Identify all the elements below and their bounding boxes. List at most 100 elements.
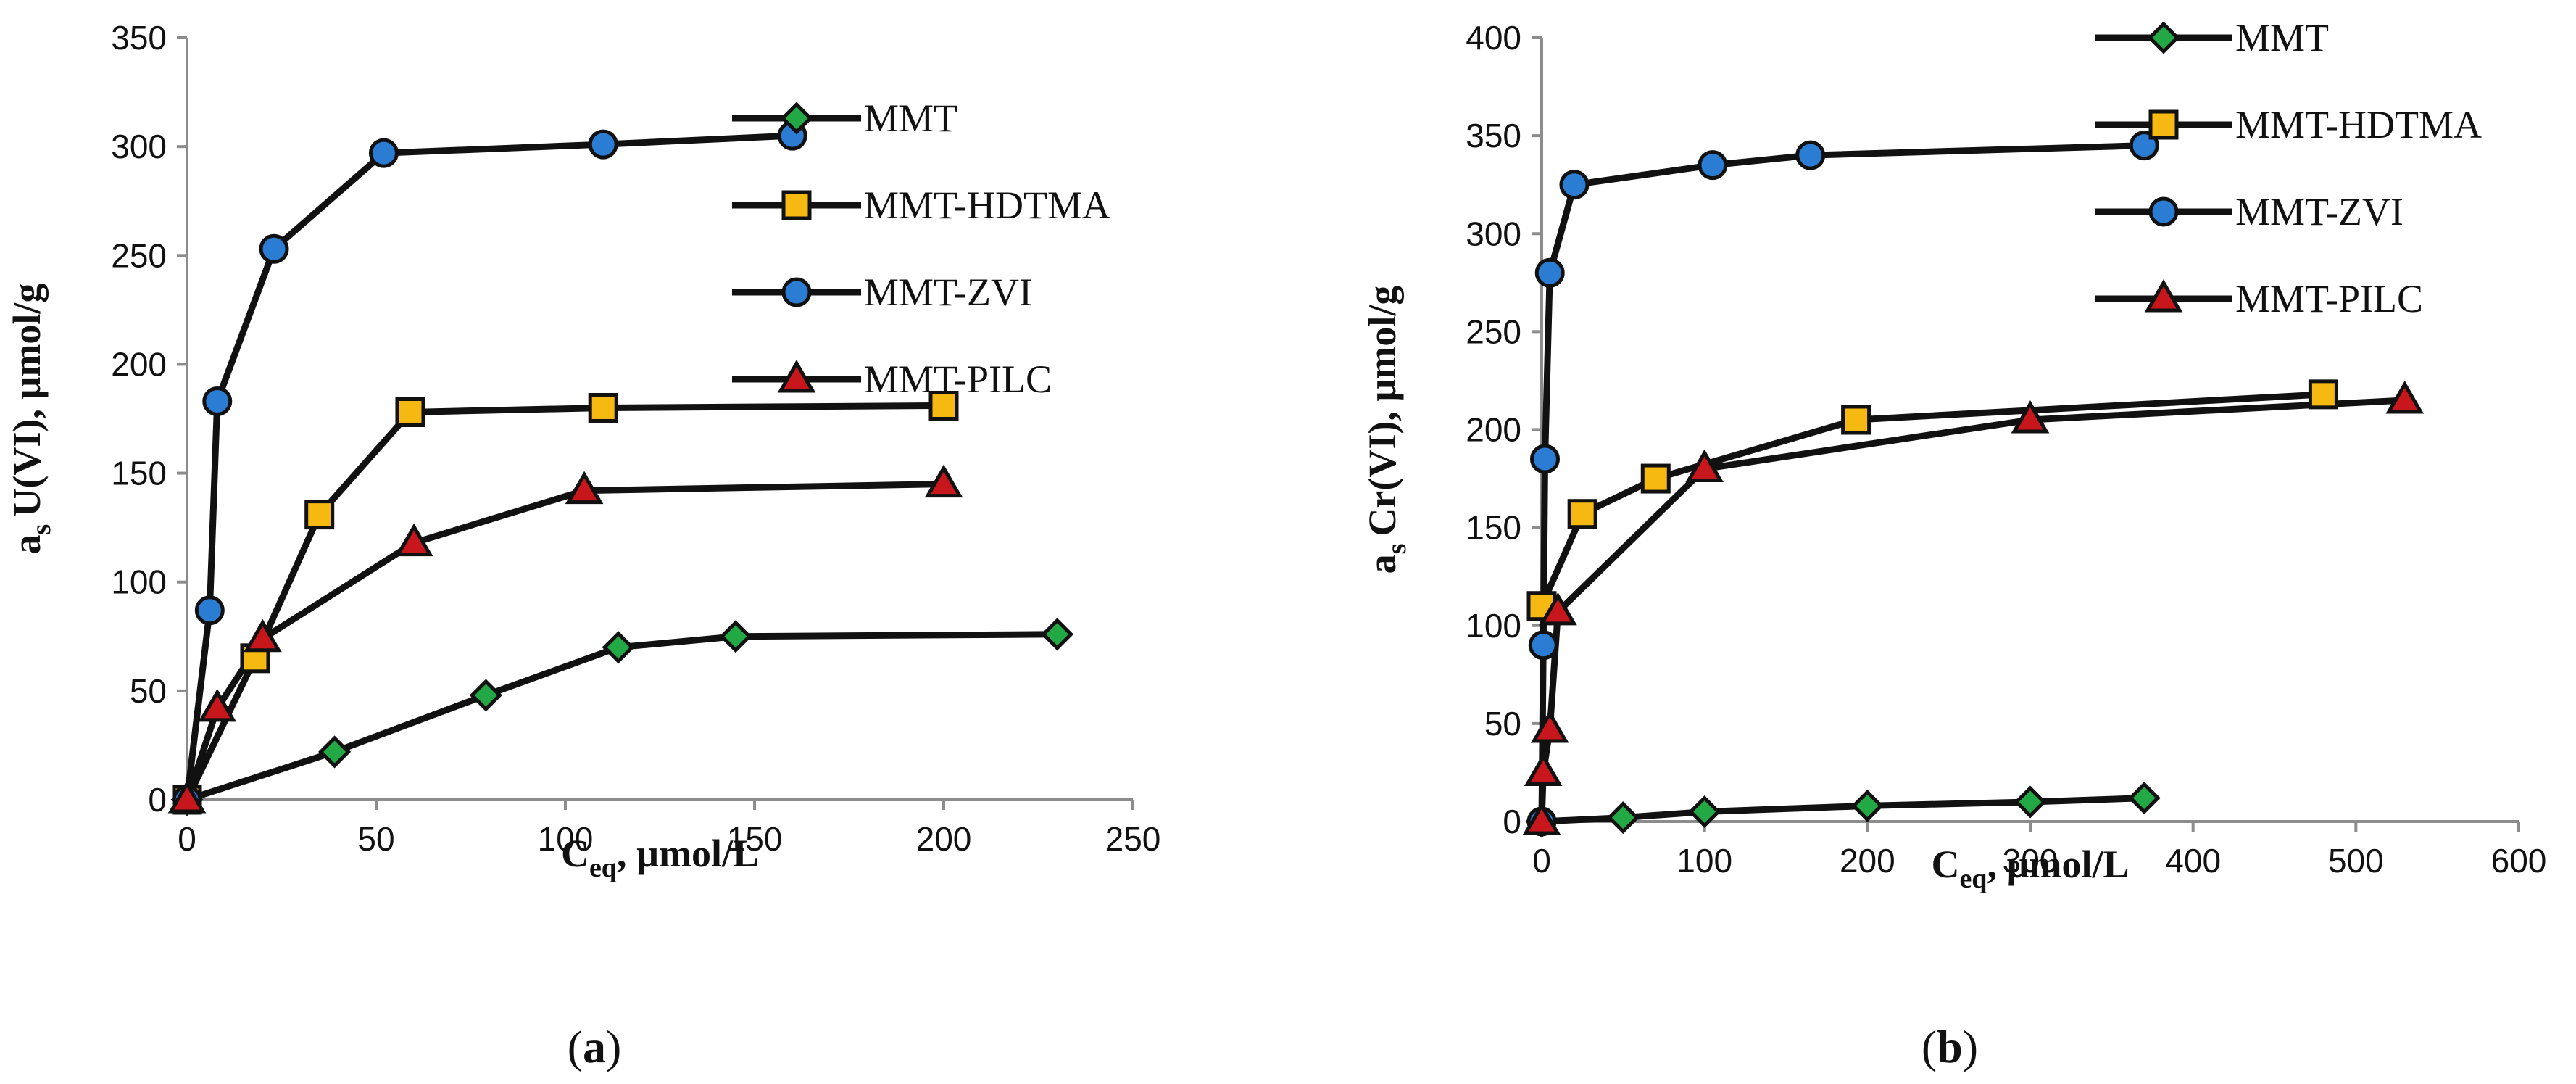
data-point-mmt-zvi [194, 595, 225, 626]
data-point-mmt-zvi [588, 129, 618, 160]
data-point-mmt-zvi [202, 386, 233, 416]
y-tick-label: 300 [1466, 215, 1521, 252]
legend: MMT MMT-HDTMA MMT-ZVI MMT-PILC [732, 96, 1110, 401]
x-tick-label: 300 [2003, 842, 2058, 880]
chart-panel-b: 0 50 100 150 200 250 300 350 400 0 100 200 300 400 500… [1360, 16, 2546, 1072]
data-point-mmt-zvi [1559, 170, 1590, 200]
legend-label-mmt-hdtma: MMT-HDTMA [2235, 103, 2482, 146]
data-point-mmt-zvi [368, 138, 399, 168]
x-tick-label: 150 [727, 820, 783, 858]
data-point-mmt-zvi [1698, 150, 1728, 181]
data-point-mmt-hdtma [304, 500, 335, 530]
y-tick-label: 150 [111, 455, 167, 492]
data-point-mmt-pilc [565, 471, 604, 505]
legend-label-mmt-pilc: MMT-PILC [2235, 277, 2423, 320]
legend-label-mmt-pilc: MMT-PILC [864, 357, 1052, 401]
data-point-mmt-pilc [394, 523, 433, 557]
y-tick-label: 300 [111, 128, 167, 165]
y-tick-label: 200 [111, 345, 167, 383]
data-point-mmt-pilc [1522, 802, 1561, 835]
legend-marker-mmt-pilc [777, 360, 816, 393]
legend: MMT MMT-HDTMA MMT-ZVI MMT-PILC [2095, 16, 2482, 320]
series-line-mmt-hdtma [1538, 391, 2324, 608]
x-tick-label: 200 [916, 820, 972, 858]
legend-marker-mmt-hdtma [781, 190, 812, 220]
y-tick-label: 100 [1466, 607, 1521, 645]
y-tick-label: 0 [1503, 803, 1521, 840]
y-tick-label: 250 [111, 236, 167, 274]
legend-marker-mmt-zvi [2148, 196, 2179, 227]
y-tick-label: 350 [1466, 117, 1521, 154]
data-point-mmt [719, 620, 752, 653]
legend-label-mmt-zvi: MMT-ZVI [2235, 190, 2403, 233]
data-point-mmt-zvi [1528, 630, 1558, 661]
legend-label-mmt-hdtma: MMT-HDTMA [864, 183, 1110, 227]
data-point-mmt-pilc [2385, 380, 2425, 414]
legend-marker-mmt [2147, 21, 2180, 54]
x-tick-label: 50 [357, 820, 394, 858]
x-tick-label: 500 [2328, 842, 2384, 880]
data-point-mmt-zvi [1529, 444, 1560, 474]
x-tick-label: 200 [1840, 842, 1895, 880]
data-point-mmt-pilc [1530, 709, 1569, 743]
data-point-mmt-hdtma [2308, 379, 2338, 410]
legend-label-mmt-zvi: MMT-ZVI [864, 270, 1032, 314]
data-point-mmt [1688, 795, 1721, 829]
data-point-mmt-hdtma [395, 397, 425, 427]
data-point-mmt-pilc [244, 618, 282, 653]
legend-marker-mmt-pilc [2144, 279, 2183, 313]
data-point-mmt [1041, 618, 1074, 651]
data-point-mmt-pilc [924, 464, 963, 498]
legend-marker-mmt-zvi [781, 277, 812, 307]
data-point-mmt [2127, 782, 2161, 815]
legend-label-mmt: MMT [864, 96, 957, 140]
x-tick-label: 600 [2491, 842, 2547, 880]
data-point-mmt-pilc [167, 780, 207, 814]
data-point-mmt-zvi [1795, 140, 1826, 170]
data-point-mmt-pilc [2011, 400, 2050, 434]
data-point-mmt-pilc [1539, 592, 1577, 626]
x-tick-label: 0 [178, 820, 196, 858]
legend-marker-mmt-hdtma [2148, 109, 2179, 140]
data-point-mmt-zvi [1534, 257, 1565, 288]
data-point-mmt [1606, 801, 1640, 835]
x-tick-label: 400 [2165, 842, 2221, 880]
x-tick-label: 250 [1105, 820, 1161, 858]
series-line-mmt-hdtma [183, 402, 944, 801]
data-point-mmt-zvi [259, 233, 289, 264]
data-point-mmt [469, 679, 502, 712]
data-point-mmt [318, 735, 352, 769]
x-tick-label: 100 [538, 820, 594, 858]
series-line-mmt [186, 631, 1058, 803]
data-point-mmt-pilc [1524, 753, 1563, 786]
series-line-mmt-pilc [1538, 397, 2405, 822]
x-axis-title: Ceq, µmol/L [561, 832, 759, 883]
data-point-mmt-hdtma [588, 392, 618, 423]
panel-label: (b) [1921, 1021, 1978, 1072]
data-point-mmt-hdtma [1567, 499, 1597, 529]
y-tick-label: 50 [1484, 705, 1521, 742]
y-tick-label: 100 [111, 563, 167, 601]
y-tick-label: 350 [111, 19, 167, 57]
data-point-mmt-hdtma [1841, 405, 1871, 435]
y-tick-label: 50 [130, 672, 167, 710]
y-axis-title: asU(VI), µmol/g [5, 284, 57, 555]
series-line-mmt-zvi [1538, 142, 2145, 822]
x-axis-title: Ceq, µmol/L [1931, 843, 2129, 894]
series-line-mmt-pilc [183, 481, 944, 801]
legend-marker-mmt [780, 102, 813, 135]
y-tick-label: 200 [1466, 411, 1521, 449]
x-tick-label: 0 [1532, 842, 1551, 880]
y-axis-title: asCr(VI), µmol/g [1360, 286, 1412, 574]
data-point-mmt [1850, 789, 1884, 822]
y-tick-label: 250 [1466, 313, 1521, 350]
data-point-mmt [2014, 785, 2047, 819]
data-point-mmt-hdtma [1640, 463, 1671, 494]
data-point-mmt-hdtma [928, 390, 959, 421]
data-point-mmt-pilc [1685, 449, 1724, 483]
y-tick-label: 150 [1466, 509, 1521, 547]
data-point-mmt [602, 631, 635, 664]
data-point-mmt-pilc [198, 688, 237, 722]
